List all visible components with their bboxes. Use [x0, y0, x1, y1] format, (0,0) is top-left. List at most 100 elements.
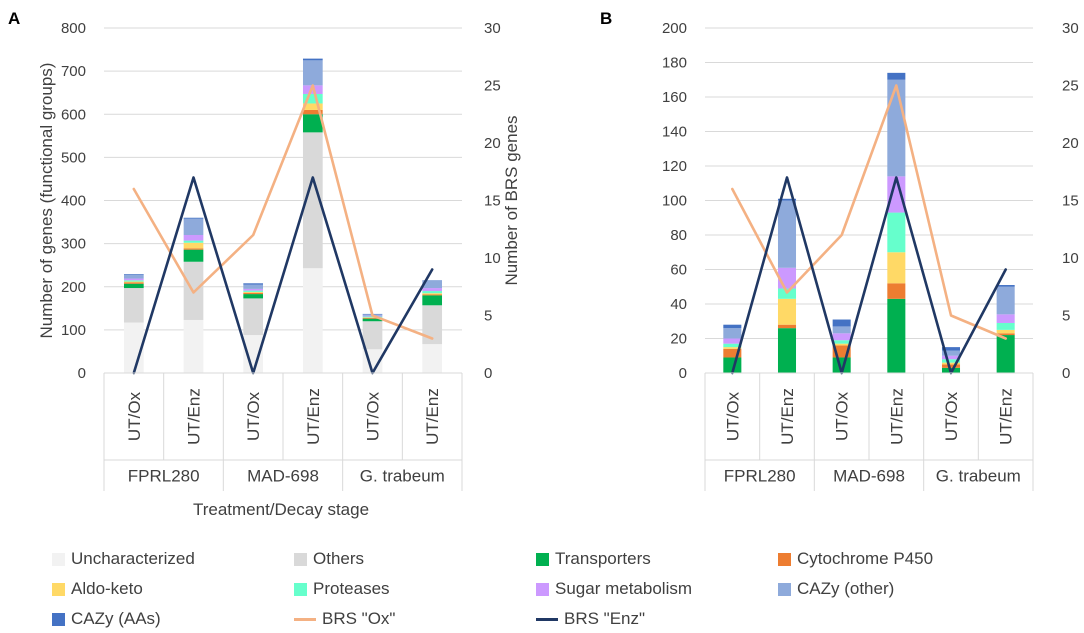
bar-cazy-other	[723, 328, 741, 338]
bar-proteases	[833, 340, 851, 343]
y2-tick-label: 0	[484, 365, 492, 382]
bar-sugar-metabolism	[243, 289, 263, 291]
bar-sugar-metabolism	[723, 339, 741, 344]
bar-aldo-keto	[778, 299, 796, 325]
x-tick-label: UT/Ox	[125, 391, 144, 441]
bar-sugar-metabolism	[833, 333, 851, 340]
y-tick-label: 500	[61, 149, 86, 166]
y2-tick-label: 10	[484, 250, 501, 267]
bar-proteases	[422, 291, 442, 293]
x-group-label: FPRL280	[128, 467, 200, 486]
y2-axis-title: Number of BRS genes	[502, 115, 521, 285]
legend-swatch-sugar-metabolism	[536, 583, 549, 596]
bar-proteases	[997, 323, 1015, 330]
bar-cazy-other	[997, 287, 1015, 315]
legend-swatch-others	[294, 553, 307, 566]
legend-item-cazy-aas: CAZy (AAs)	[52, 609, 161, 629]
x-group-label: MAD-698	[833, 467, 905, 486]
bar-cazy-other	[778, 201, 796, 268]
y-tick-label: 100	[662, 193, 687, 210]
bar-cazy-aas	[723, 325, 741, 328]
panel-letter-b: B	[600, 9, 612, 29]
y-tick-label: 200	[662, 20, 687, 37]
y2-tick-label: 20	[484, 135, 501, 152]
x-group-label: G. trabeum	[936, 467, 1021, 486]
y-tick-label: 100	[61, 322, 86, 339]
legend-item-others: Others	[294, 549, 364, 569]
legend-swatch-aldo-keto	[52, 583, 65, 596]
legend-item-transporters: Transporters	[536, 549, 651, 569]
bar-aldo-keto	[887, 252, 905, 283]
line-brs-enz	[134, 178, 432, 374]
bar-aldo-keto	[997, 330, 1015, 333]
bar-transporters	[887, 299, 905, 373]
x-group-label: G. trabeum	[360, 467, 445, 486]
x-tick-label: UT/Ox	[364, 391, 383, 441]
bar-uncharacterized	[303, 268, 323, 373]
bar-cazy-aas	[997, 285, 1015, 287]
y2-tick-label: 30	[484, 20, 501, 37]
y2-tick-label: 25	[1062, 78, 1079, 95]
legend-item-aldo-keto: Aldo-keto	[52, 579, 143, 599]
bar-cazy-other	[887, 80, 905, 177]
bar-aldo-keto	[243, 292, 263, 293]
bar-cazy-aas	[887, 73, 905, 80]
legend-label-brs-ox: BRS "Ox"	[322, 609, 395, 629]
y-tick-label: 600	[61, 106, 86, 123]
legend-label-cazy-other: CAZy (other)	[797, 579, 894, 599]
bar-cytochrome-p450	[243, 293, 263, 294]
x-tick-label: UT/Enz	[887, 388, 906, 445]
legend-label-proteases: Proteases	[313, 579, 390, 599]
bar-proteases	[887, 213, 905, 253]
bar-cytochrome-p450	[887, 283, 905, 299]
bar-cazy-aas	[833, 320, 851, 327]
legend-item-sugar-metabolism: Sugar metabolism	[536, 579, 692, 599]
bar-aldo-keto	[833, 344, 851, 346]
bar-cazy-aas	[124, 274, 144, 275]
bar-others	[363, 321, 383, 349]
chart-panel-a: 0100200300400500600700800051015202530UT/…	[37, 20, 521, 519]
x-tick-label: UT/Enz	[423, 388, 442, 445]
y-tick-label: 80	[670, 227, 687, 244]
bar-proteases	[124, 280, 144, 281]
bar-cazy-other	[833, 326, 851, 333]
bar-others	[124, 288, 144, 323]
bar-uncharacterized	[422, 344, 442, 373]
x-tick-label: UT/Enz	[304, 388, 323, 445]
bar-others	[243, 298, 263, 335]
y2-tick-label: 10	[1062, 250, 1079, 267]
line-brs-ox	[134, 86, 432, 339]
y-tick-label: 140	[662, 124, 687, 141]
bar-cazy-other	[243, 285, 263, 289]
legend-swatch-cazy-other	[778, 583, 791, 596]
x-axis-title: Treatment/Decay stage	[193, 500, 369, 519]
bar-cytochrome-p450	[184, 248, 204, 249]
legend-swatch-cazy-aas	[52, 613, 65, 626]
bar-transporters	[778, 328, 796, 373]
legend: Uncharacterized Others Transporters Cyto…	[52, 549, 1052, 633]
y-tick-label: 0	[78, 365, 86, 382]
bar-sugar-metabolism	[124, 279, 144, 281]
y2-tick-label: 15	[1062, 193, 1079, 210]
y-tick-label: 180	[662, 55, 687, 72]
bar-uncharacterized	[184, 320, 204, 373]
legend-item-proteases: Proteases	[294, 579, 390, 599]
y-tick-label: 400	[61, 193, 86, 210]
bar-proteases	[243, 291, 263, 292]
x-tick-label: UT/Ox	[942, 391, 961, 441]
panel-letter-a: A	[8, 9, 20, 29]
bar-transporters	[124, 284, 144, 288]
bar-transporters	[184, 250, 204, 262]
bar-cytochrome-p450	[778, 325, 796, 328]
legend-swatch-brs-ox	[294, 618, 316, 621]
legend-label-uncharacterized: Uncharacterized	[71, 549, 195, 569]
x-tick-label: UT/Enz	[778, 388, 797, 445]
bar-aldo-keto	[124, 282, 144, 283]
y2-tick-label: 20	[1062, 135, 1079, 152]
legend-item-cytochrome-p450: Cytochrome P450	[778, 549, 933, 569]
legend-swatch-uncharacterized	[52, 553, 65, 566]
legend-label-aldo-keto: Aldo-keto	[71, 579, 143, 599]
bar-cazy-aas	[303, 59, 323, 61]
y-tick-label: 200	[61, 279, 86, 296]
